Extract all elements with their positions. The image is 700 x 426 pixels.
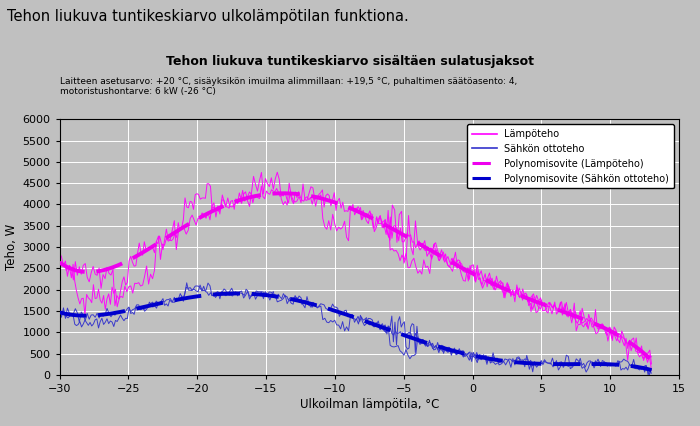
Text: Tehon liukuva tuntikeskiarvo sisältäen sulatusjaksot: Tehon liukuva tuntikeskiarvo sisältäen s… xyxy=(166,55,534,68)
Text: Tehon liukuva tuntikeskiarvo ulkolämpötilan funktiona.: Tehon liukuva tuntikeskiarvo ulkolämpöti… xyxy=(7,9,409,23)
Text: Laitteen asetusarvo: +20 °C, sisäyksikön imuilma alimmillaan: +19,5 °C, puhaltim: Laitteen asetusarvo: +20 °C, sisäyksikön… xyxy=(60,77,517,96)
X-axis label: Ulkoilman lämpötila, °C: Ulkoilman lämpötila, °C xyxy=(300,398,439,411)
Y-axis label: Teho, W: Teho, W xyxy=(5,224,18,270)
Legend: Lämpöteho, Sähkön ottoteho, Polynomisovite (Lämpöteho), Polynomisovite (Sähkön o: Lämpöteho, Sähkön ottoteho, Polynomisovi… xyxy=(468,124,674,188)
